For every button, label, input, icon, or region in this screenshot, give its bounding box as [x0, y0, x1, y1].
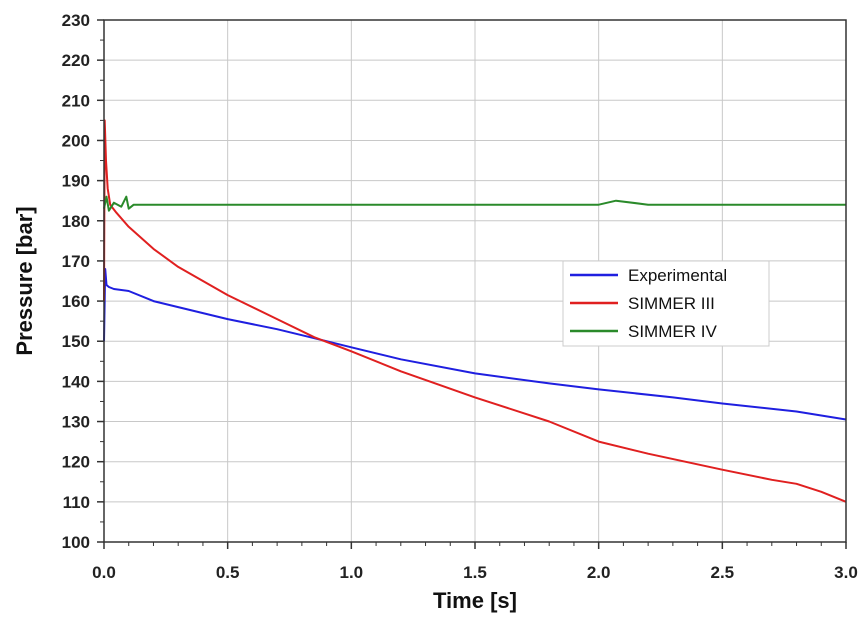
x-tick-label: 0.5	[216, 563, 240, 582]
x-tick-label: 0.0	[92, 563, 116, 582]
legend-label: SIMMER III	[628, 294, 715, 313]
y-tick-label: 100	[62, 533, 90, 552]
x-tick-label: 2.5	[711, 563, 735, 582]
x-tick-label: 1.5	[463, 563, 487, 582]
y-tick-label: 110	[63, 493, 90, 512]
x-tick-label: 1.0	[340, 563, 364, 582]
x-axis-title: Time [s]	[433, 588, 517, 613]
y-tick-label: 130	[62, 413, 90, 432]
legend: Experimental SIMMER III SIMMER IV	[562, 260, 770, 347]
y-tick-label: 120	[62, 453, 90, 472]
y-axis-title: Pressure [bar]	[12, 206, 37, 355]
x-tick-label: 2.0	[587, 563, 611, 582]
legend-label: Experimental	[628, 266, 727, 285]
y-tick-label: 160	[62, 292, 90, 311]
y-tick-label: 210	[62, 91, 90, 110]
x-tick-labels: 0.0 0.5 1.0 1.5 2.0 2.5 3.0	[92, 563, 858, 582]
y-tick-label: 140	[62, 372, 90, 391]
legend-label: SIMMER IV	[628, 322, 717, 341]
y-tick-label: 220	[62, 51, 90, 70]
y-tick-label: 170	[62, 252, 90, 271]
y-tick-label: 150	[62, 332, 90, 351]
axis-ticks	[97, 19, 847, 549]
x-tick-label: 3.0	[834, 563, 858, 582]
y-tick-label: 190	[62, 172, 90, 191]
series-line-simmer-iii	[103, 119, 847, 503]
y-tick-label: 180	[62, 212, 90, 231]
series-line-experimental	[103, 268, 847, 421]
series-layer	[103, 119, 847, 503]
y-tick-label: 200	[62, 131, 90, 150]
y-tick-label: 230	[62, 11, 90, 30]
y-tick-labels: 100 110 120 130 140 150 160 170 180 190 200 210 220 2…	[62, 11, 90, 552]
series-line-simmer-iv	[103, 195, 846, 212]
